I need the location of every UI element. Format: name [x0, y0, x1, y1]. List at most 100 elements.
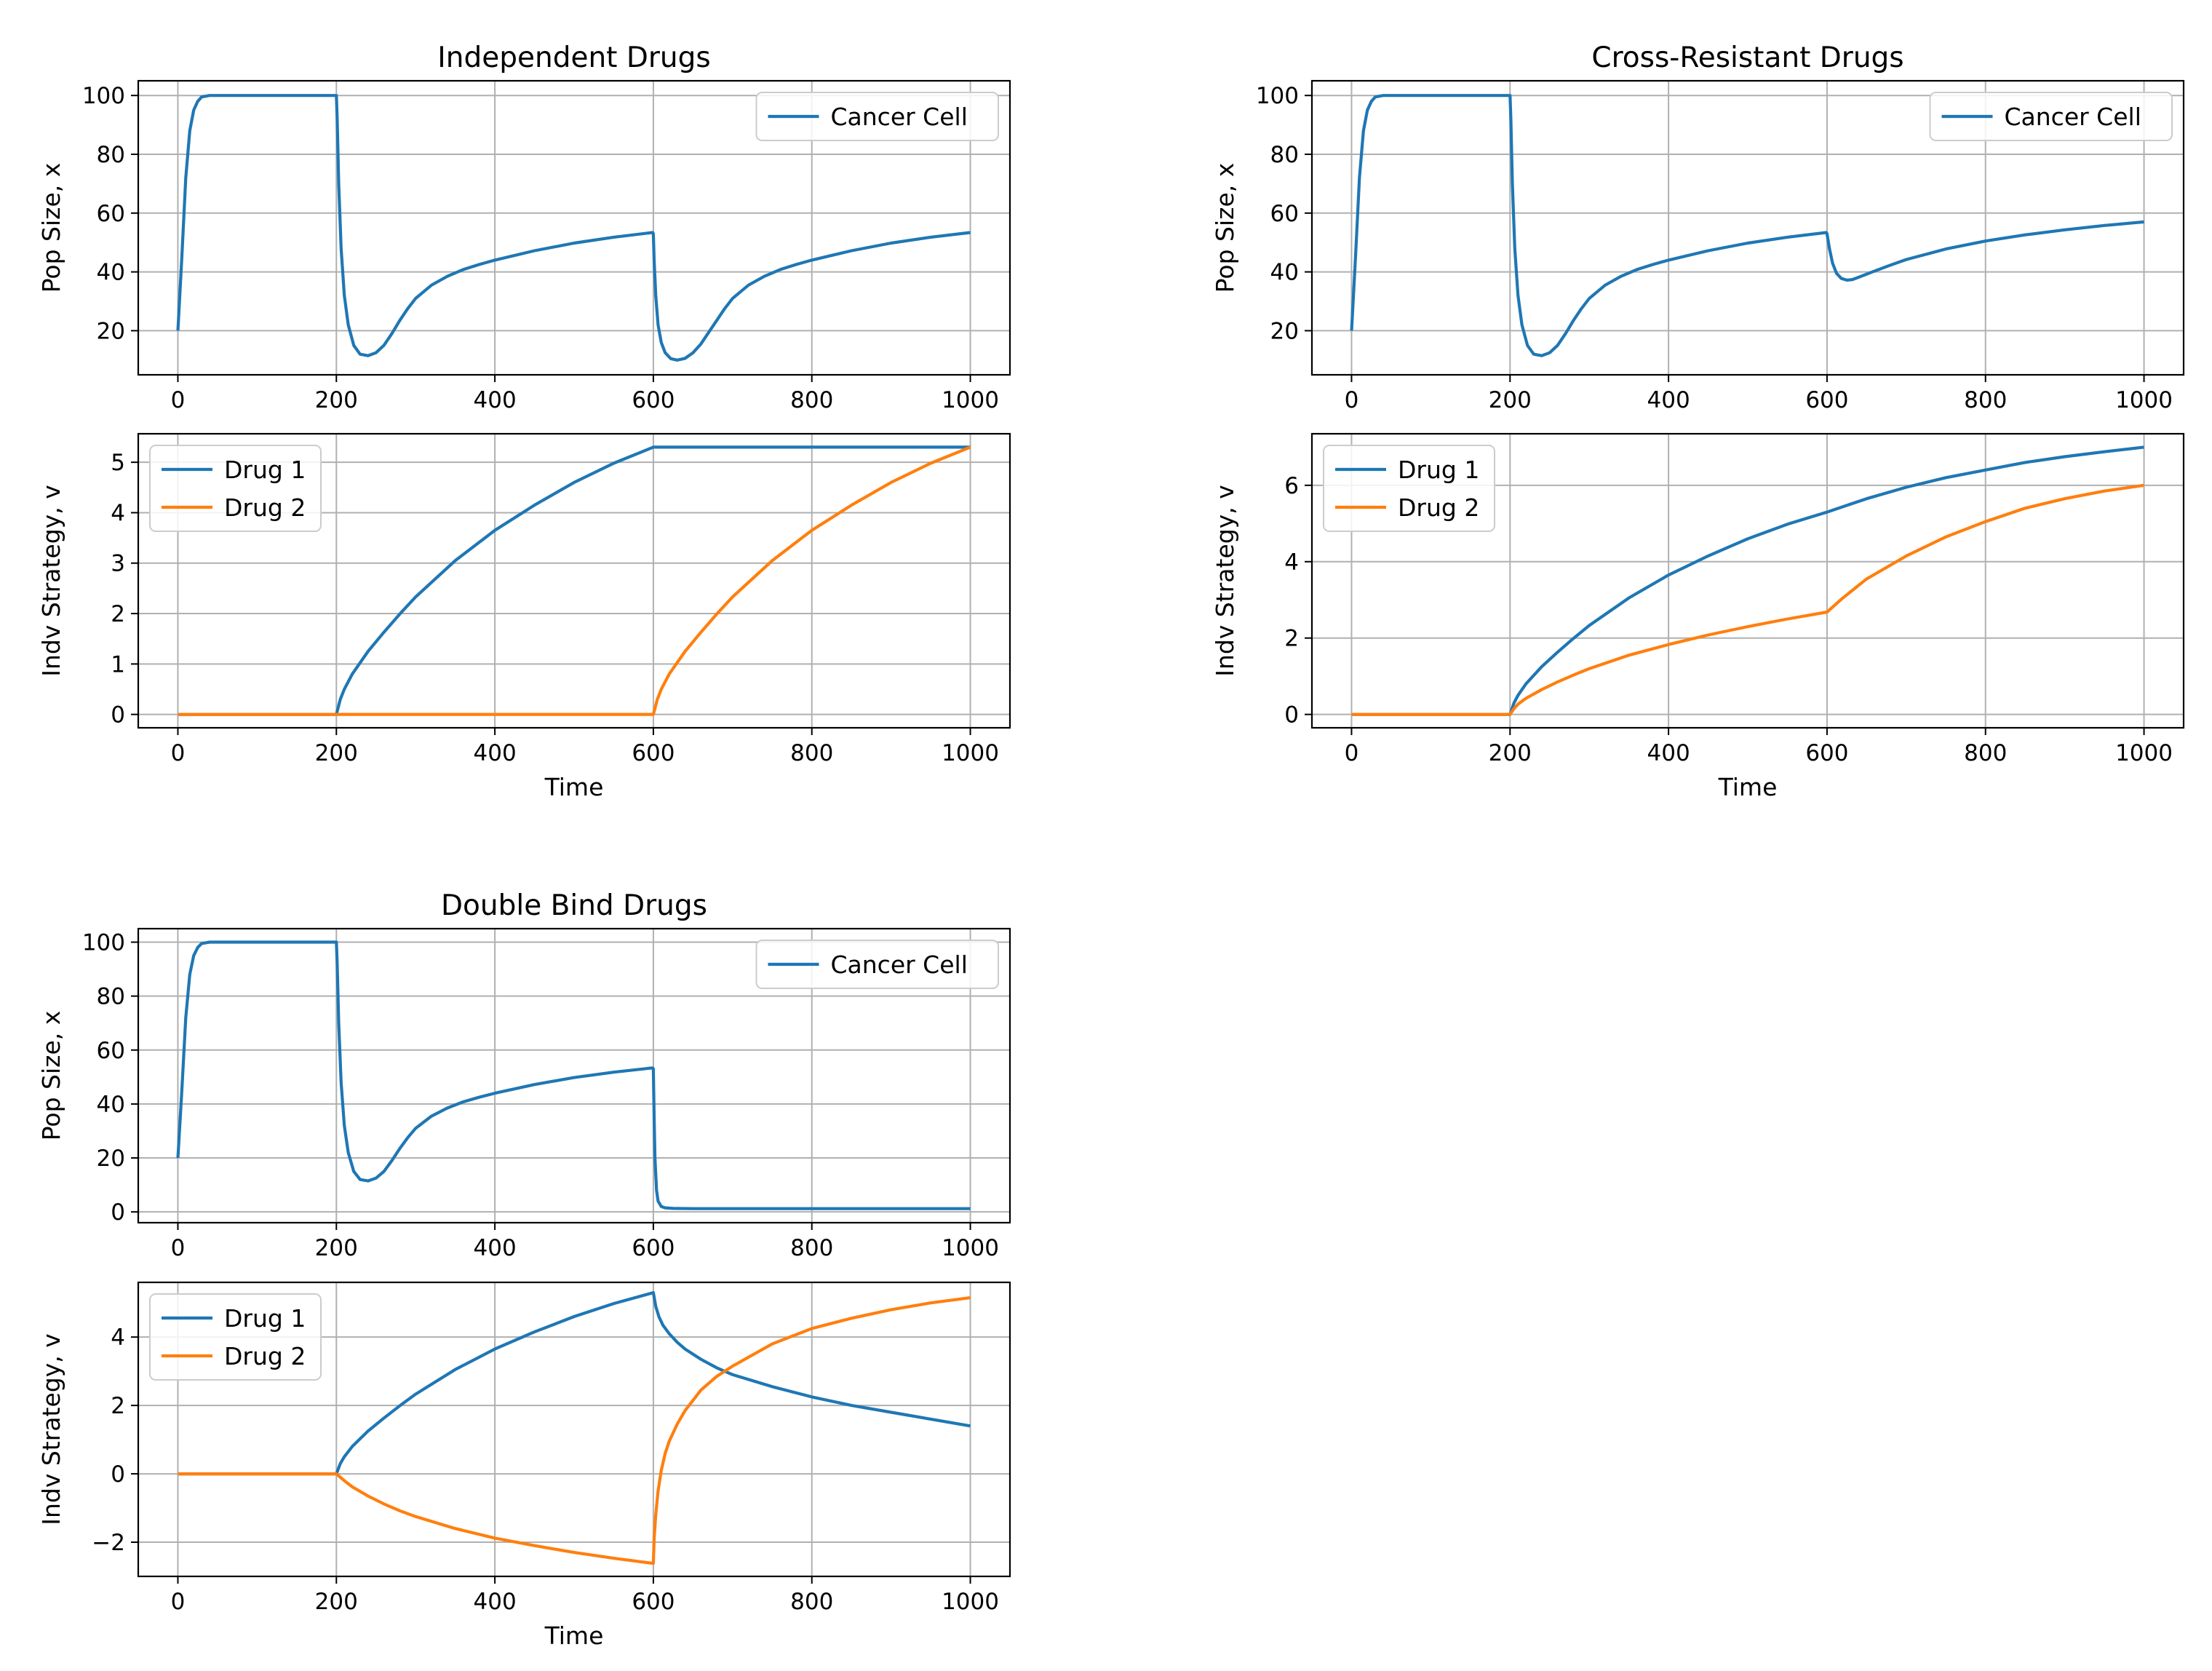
x-tick-label: 200 — [315, 1589, 358, 1615]
y-axis-label: Indv Strategy, v — [37, 1333, 65, 1525]
axes-frame — [1310, 79, 2185, 376]
series-line-drug-2 — [178, 445, 971, 716]
x-tick-label: 800 — [1964, 740, 2007, 766]
panel-double-pop: 0 200 400 600 800 1000 0 20 40 60 80 100 Double Bind… — [37, 889, 1011, 1261]
x-tick-label: 1000 — [942, 1235, 999, 1261]
axes-frame — [137, 1281, 1011, 1578]
x-tick-label: 400 — [1647, 387, 1690, 413]
y-tick-label: 6 — [1284, 473, 1299, 499]
x-tick-label: 400 — [474, 740, 517, 766]
legend: Drug 1 Drug 2 — [1323, 445, 1495, 532]
x-tick-label: 800 — [1964, 387, 2007, 413]
y-tick-label: 0 — [111, 1199, 125, 1226]
panel-cross-pop: 0 200 400 600 800 1000 20 40 60 80 100 Cross-Resist… — [1211, 41, 2185, 413]
x-tick-label: 800 — [790, 740, 833, 766]
y-tick-label: 0 — [1284, 702, 1299, 729]
x-tick-label: 600 — [632, 1235, 675, 1261]
legend: Drug 1 Drug 2 — [149, 445, 322, 532]
x-tick-label: 600 — [632, 1589, 675, 1615]
series-line-cancer-cell — [176, 94, 971, 362]
y-tick-label: 80 — [1270, 142, 1299, 168]
x-tick-label: 200 — [1489, 387, 1532, 413]
legend-box — [149, 1293, 322, 1381]
x-tick-label: 400 — [1647, 740, 1690, 766]
chart-title: Cross-Resistant Drugs — [1591, 41, 1903, 74]
legend: Cancer Cell — [755, 940, 999, 989]
y-tick-label: 0 — [111, 702, 125, 729]
y-tick-label: 0 — [111, 1461, 125, 1488]
x-tick-label: 400 — [474, 1235, 517, 1261]
y-tick-label: 2 — [1284, 626, 1299, 652]
y-tick-label: 2 — [111, 1393, 125, 1419]
x-tick-label: 0 — [171, 740, 186, 766]
x-tick-label: 200 — [1489, 740, 1532, 766]
series-line-cancer-cell — [176, 940, 971, 1210]
x-tick-label: 400 — [474, 1589, 517, 1615]
x-tick-label: 200 — [315, 1235, 358, 1261]
y-tick-label: 20 — [97, 318, 125, 344]
legend-label: Drug 1 — [224, 1304, 306, 1333]
axes-frame — [1310, 432, 2185, 729]
x-axis-label: Time — [1718, 773, 1778, 801]
legend: Cancer Cell — [755, 92, 999, 141]
y-tick-label: 40 — [97, 1092, 125, 1118]
x-tick-label: 600 — [1805, 740, 1848, 766]
x-tick-label: 0 — [1345, 387, 1359, 413]
panel-independent-pop: 0 200 400 600 800 1000 20 40 60 80 100 Independent … — [37, 41, 1011, 413]
y-tick-label: 3 — [111, 551, 125, 577]
x-tick-label: 600 — [632, 387, 675, 413]
series-line-drug-2 — [1351, 483, 2144, 716]
y-tick-label: 4 — [1284, 549, 1299, 576]
x-tick-label: 1000 — [2115, 387, 2173, 413]
legend-box — [1323, 445, 1495, 532]
series-line-drug-1 — [1351, 445, 2144, 716]
y-tick-label: 60 — [97, 201, 125, 227]
series-line-drug-2 — [178, 1296, 971, 1565]
x-tick-label: 1000 — [942, 387, 999, 413]
legend-label: Cancer Cell — [2005, 103, 2141, 131]
x-tick-label: 800 — [790, 1235, 833, 1261]
y-axis-label: Indv Strategy, v — [37, 485, 65, 677]
series-line-drug-1 — [178, 445, 971, 716]
legend-label: Drug 1 — [1398, 456, 1479, 484]
x-axis-label: Time — [544, 773, 604, 801]
legend-label: Drug 2 — [224, 493, 306, 522]
y-tick-label: 4 — [111, 1325, 125, 1351]
x-tick-label: 600 — [632, 740, 675, 766]
legend-box — [755, 940, 999, 989]
legend: Drug 1 Drug 2 — [149, 1293, 322, 1381]
x-tick-label: 200 — [315, 387, 358, 413]
x-tick-label: 0 — [171, 387, 186, 413]
legend-label: Drug 2 — [1398, 493, 1479, 522]
y-tick-label: 5 — [111, 450, 125, 476]
x-tick-label: 1000 — [2115, 740, 2173, 766]
series-line-drug-1 — [178, 1291, 971, 1476]
y-tick-label: 80 — [97, 984, 125, 1010]
y-tick-label: 60 — [1270, 201, 1299, 227]
y-tick-label: 80 — [97, 142, 125, 168]
y-axis-label: Pop Size, x — [1211, 163, 1239, 293]
y-tick-label: 40 — [1270, 260, 1299, 286]
y-tick-label: 1 — [111, 651, 125, 678]
y-tick-label: 4 — [111, 500, 125, 526]
x-tick-label: 1000 — [942, 1589, 999, 1615]
axes-frame — [137, 79, 1011, 376]
y-axis-label: Pop Size, x — [37, 1011, 65, 1141]
legend-label: Cancer Cell — [831, 950, 968, 979]
y-tick-label: 100 — [82, 930, 125, 956]
chart-title: Double Bind Drugs — [441, 889, 707, 922]
legend-box — [149, 445, 322, 532]
legend-label: Drug 2 — [224, 1342, 306, 1370]
panel-independent-strategy: 0 200 400 600 800 1000 0 1 2 3 4 5 Time Indv Strategy… — [37, 432, 1011, 801]
axes-frame — [137, 927, 1011, 1224]
y-tick-label: 2 — [111, 601, 125, 627]
legend-label: Cancer Cell — [831, 103, 968, 131]
legend-box — [1929, 92, 2173, 141]
x-tick-label: 0 — [1345, 740, 1359, 766]
x-tick-label: 200 — [315, 740, 358, 766]
panel-cross-strategy: 0 200 400 600 800 1000 0 2 4 6 Time Indv Strategy, … — [1211, 432, 2185, 801]
x-tick-label: 1000 — [942, 740, 999, 766]
axes-frame — [137, 432, 1011, 729]
chart-title: Independent Drugs — [437, 41, 710, 74]
